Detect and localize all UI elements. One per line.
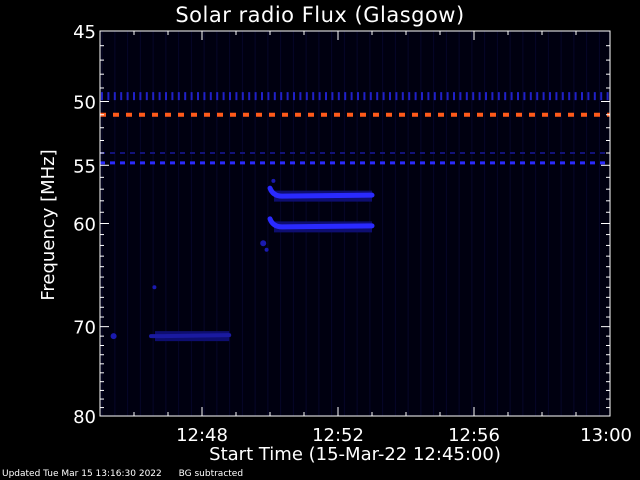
y-tick-label: 45: [73, 22, 96, 43]
footer: Updated Tue Mar 15 13:16:30 2022 BG subt…: [2, 469, 257, 479]
x-axis-label: Start Time (15-Mar-22 12:45:00): [209, 444, 501, 465]
chart-title: Solar radio Flux (Glasgow): [175, 3, 465, 27]
noise-blob: [271, 178, 276, 183]
emission-band-4: [267, 185, 375, 199]
noise-blob: [110, 333, 117, 340]
noise-blob: [264, 247, 269, 252]
y-tick-label: 55: [73, 156, 96, 177]
x-tick-label: 12:56: [448, 425, 500, 446]
x-tick-label: 12:48: [176, 425, 228, 446]
updated-timestamp: Updated Tue Mar 15 13:16:30 2022: [2, 469, 162, 479]
y-tick-label: 60: [73, 215, 96, 236]
y-tick-label: 70: [73, 318, 96, 339]
y-axis-label: Frequency [MHz]: [38, 149, 59, 301]
bg-note: BG subtracted: [178, 469, 244, 479]
emission-band-6: [149, 333, 232, 339]
noise-blob: [152, 285, 157, 290]
emission-band-5: [267, 216, 375, 230]
x-tick-label: 12:52: [312, 425, 364, 446]
noise-blob: [260, 240, 267, 247]
y-tick-label: 80: [73, 407, 96, 428]
x-tick-label: 13:00: [580, 425, 632, 446]
y-tick-label: 50: [73, 93, 96, 114]
